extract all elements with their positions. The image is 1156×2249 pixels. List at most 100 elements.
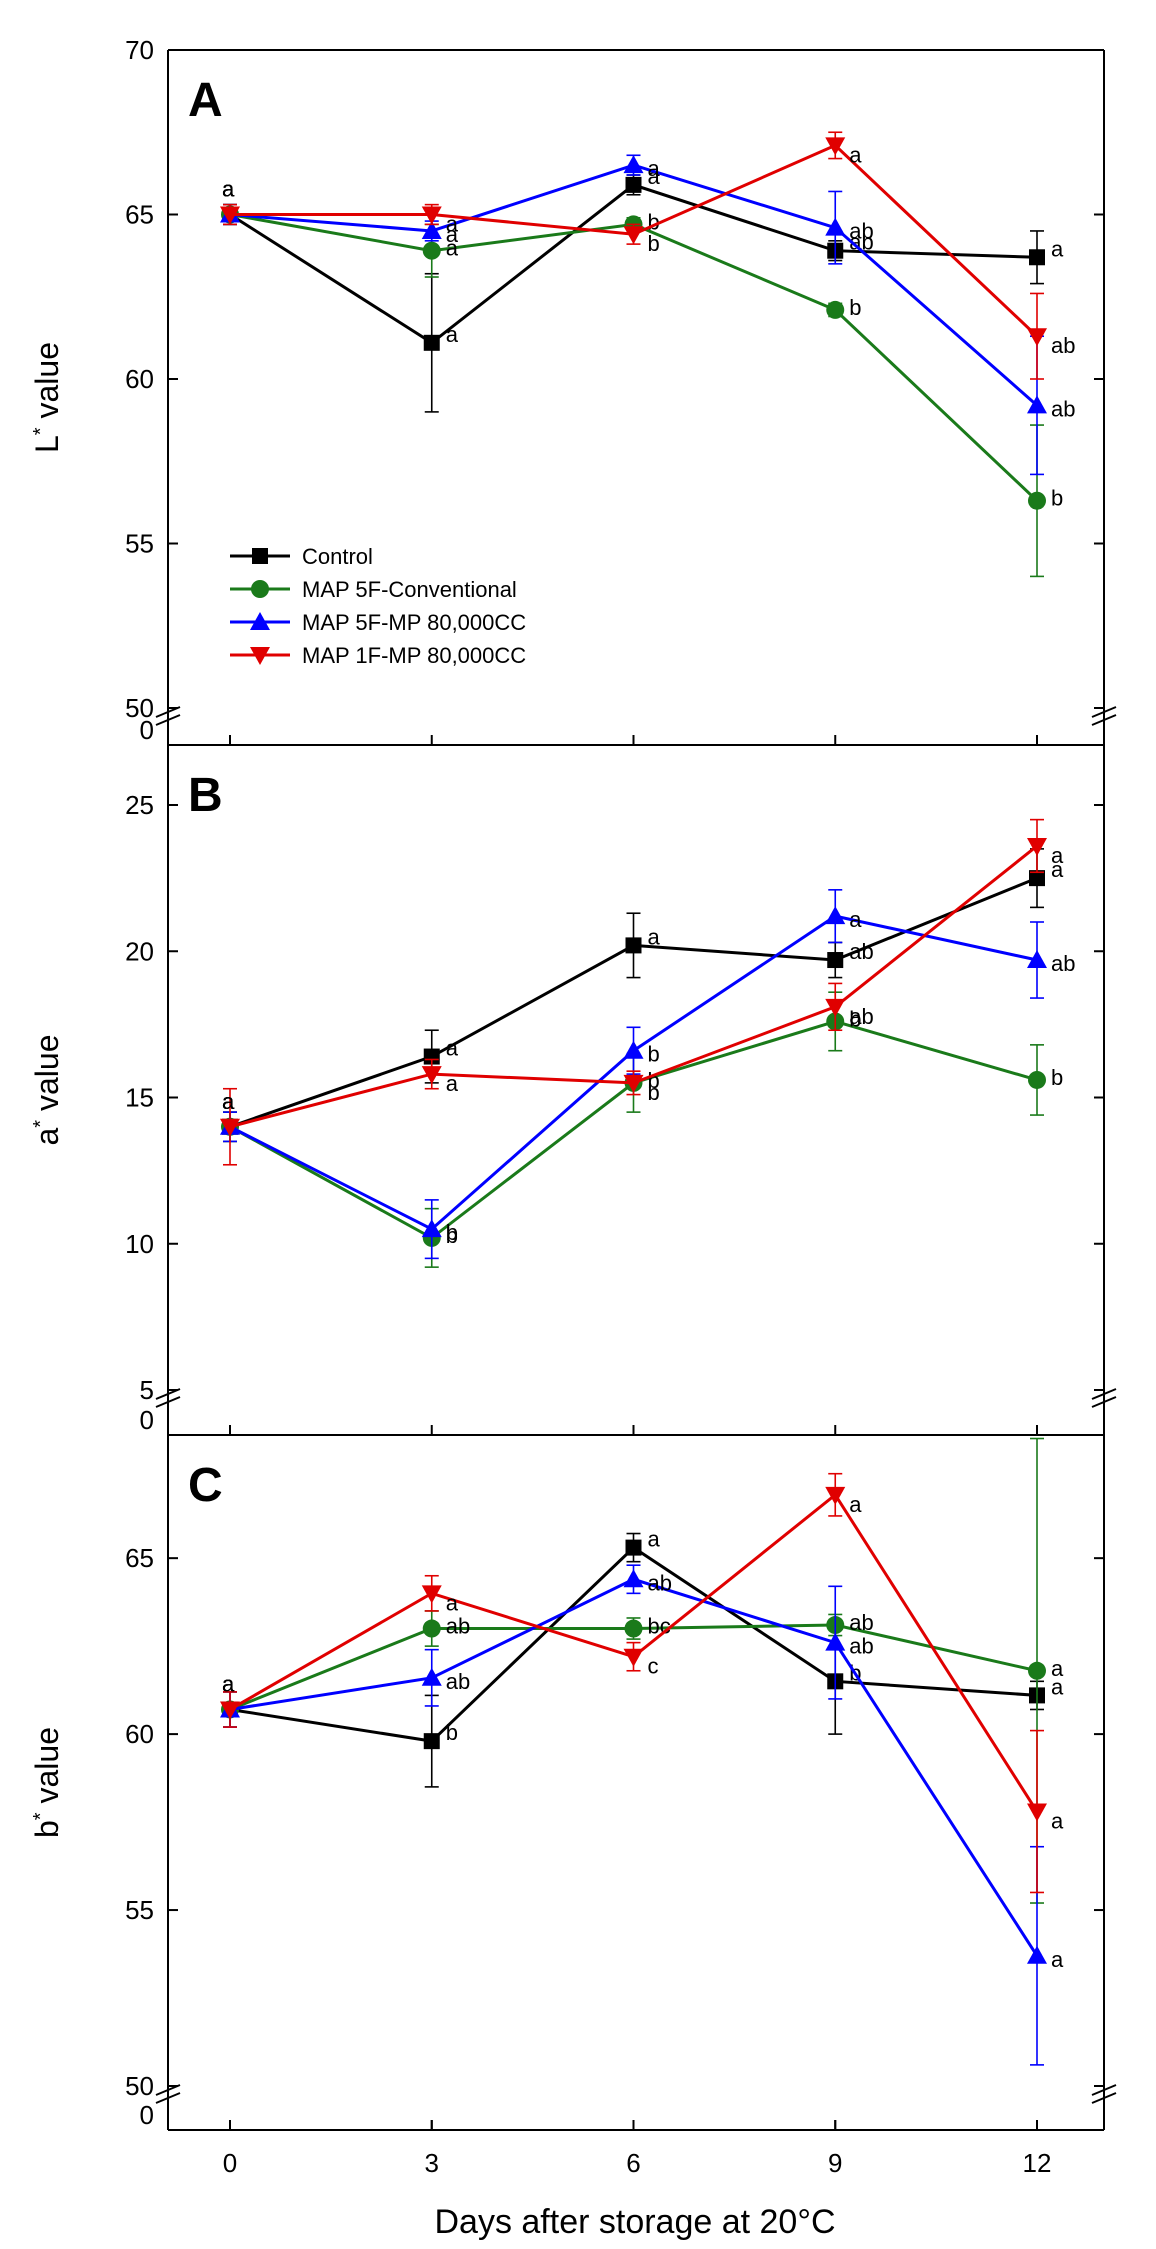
series-line [229, 213, 1039, 502]
significance-letter: a [648, 1527, 661, 1552]
axis-break-right [1091, 1396, 1117, 1408]
series-map-5f-conventional: aab bc aba [221, 1437, 1064, 1904]
data-point [422, 1619, 441, 1638]
significance-letter: a [222, 177, 235, 202]
significance-letter: b [849, 295, 861, 320]
significance-letter: a [849, 1492, 862, 1517]
data-point [825, 998, 846, 1017]
y-tick-label: 60 [125, 364, 154, 394]
x-tick-label: 3 [425, 2148, 439, 2178]
data-point [623, 1040, 644, 1059]
data-point [1027, 1803, 1047, 1822]
data-point [1028, 491, 1046, 510]
significance-letter: ab [849, 939, 873, 964]
significance-letter: a [849, 142, 862, 167]
significance-letter: ab [1051, 333, 1075, 358]
data-point [423, 334, 440, 351]
significance-letter: b [648, 1080, 660, 1105]
data-point [421, 1066, 442, 1085]
data-point [623, 1569, 644, 1588]
data-point [623, 1074, 644, 1093]
data-point [421, 220, 442, 239]
data-point [421, 1585, 442, 1604]
significance-letter: a [1051, 857, 1064, 882]
significance-letter: a [1051, 1947, 1064, 1972]
data-point [1029, 870, 1045, 887]
y-tick-label: 65 [125, 200, 154, 230]
data-point [825, 906, 846, 925]
y-tick-label: 60 [125, 1719, 154, 1749]
y-tick-label: 5 [140, 1375, 154, 1405]
data-point [220, 1701, 240, 1720]
axis-break-left [155, 2092, 181, 2104]
significance-letter: a [222, 1671, 235, 1696]
data-point [825, 1486, 846, 1505]
legend-label: MAP 1F-MP 80,000CC [302, 643, 526, 668]
significance-letter: ab [446, 1614, 470, 1639]
significance-letter: a [1051, 236, 1064, 261]
y-break-zero-label: 0 [140, 2100, 154, 2130]
significance-letter: a [446, 1036, 459, 1061]
data-point [825, 217, 846, 236]
significance-letter: ab [849, 1004, 873, 1029]
significance-letter: a [849, 907, 862, 932]
legend-label: MAP 5F-Conventional [302, 577, 517, 602]
y-axis-label: b* value [29, 1727, 65, 1838]
significance-letter: a [222, 177, 235, 202]
y-tick-label: 55 [125, 529, 154, 559]
significance-letter: a [446, 222, 459, 247]
data-point [827, 952, 844, 969]
axis-break-left [155, 714, 181, 726]
significance-letter: a [648, 156, 661, 181]
legend-marker [250, 647, 270, 665]
significance-letter: ab [1051, 951, 1075, 976]
data-point [1028, 1661, 1046, 1680]
data-point [1027, 837, 1047, 856]
data-point [1027, 1945, 1047, 1964]
significance-letter: b [1051, 486, 1063, 511]
x-axis-label: Days after storage at 20°C [434, 2203, 835, 2241]
significance-letter: ab [446, 1669, 470, 1694]
data-point [625, 1539, 642, 1556]
series-map-5f-conventional: a ab b b [221, 177, 1063, 578]
legend-marker [250, 612, 270, 630]
legend: Control MAP 5F-Conventional MAP 5F-MP 80,0… [230, 544, 526, 668]
x-tick-label: 9 [828, 2148, 842, 2178]
significance-letter: ab [648, 1570, 672, 1595]
data-point [1027, 950, 1047, 969]
significance-letter: a [222, 1671, 235, 1696]
y-tick-label: 25 [125, 790, 154, 820]
data-point [825, 137, 846, 156]
axis-break-right [1091, 2092, 1117, 2104]
y-tick-label: 50 [125, 2071, 154, 2101]
data-point [625, 176, 642, 193]
y-tick-label: 50 [125, 693, 154, 723]
y-tick-label: 15 [125, 1083, 154, 1113]
significance-letter: a [446, 1071, 459, 1096]
series-line [229, 183, 1038, 345]
significance-letter: ab [849, 219, 873, 244]
axis-break-right [1091, 706, 1117, 718]
significance-letter: a [446, 212, 459, 237]
series-line [229, 163, 1038, 407]
axis-break-left [155, 1396, 181, 1408]
y-axis-label: L* value [29, 342, 65, 453]
significance-letter: a [648, 924, 661, 949]
data-point [1027, 395, 1047, 414]
axis-break-right [1091, 1388, 1117, 1400]
data-point [421, 1219, 442, 1238]
data-point [423, 1733, 440, 1750]
data-point [422, 241, 441, 260]
legend-label: Control [302, 544, 373, 569]
panel-letter: A [188, 74, 223, 127]
y-tick-label: 65 [125, 1543, 154, 1573]
significance-letter: b [446, 1720, 458, 1745]
data-point [623, 226, 644, 245]
